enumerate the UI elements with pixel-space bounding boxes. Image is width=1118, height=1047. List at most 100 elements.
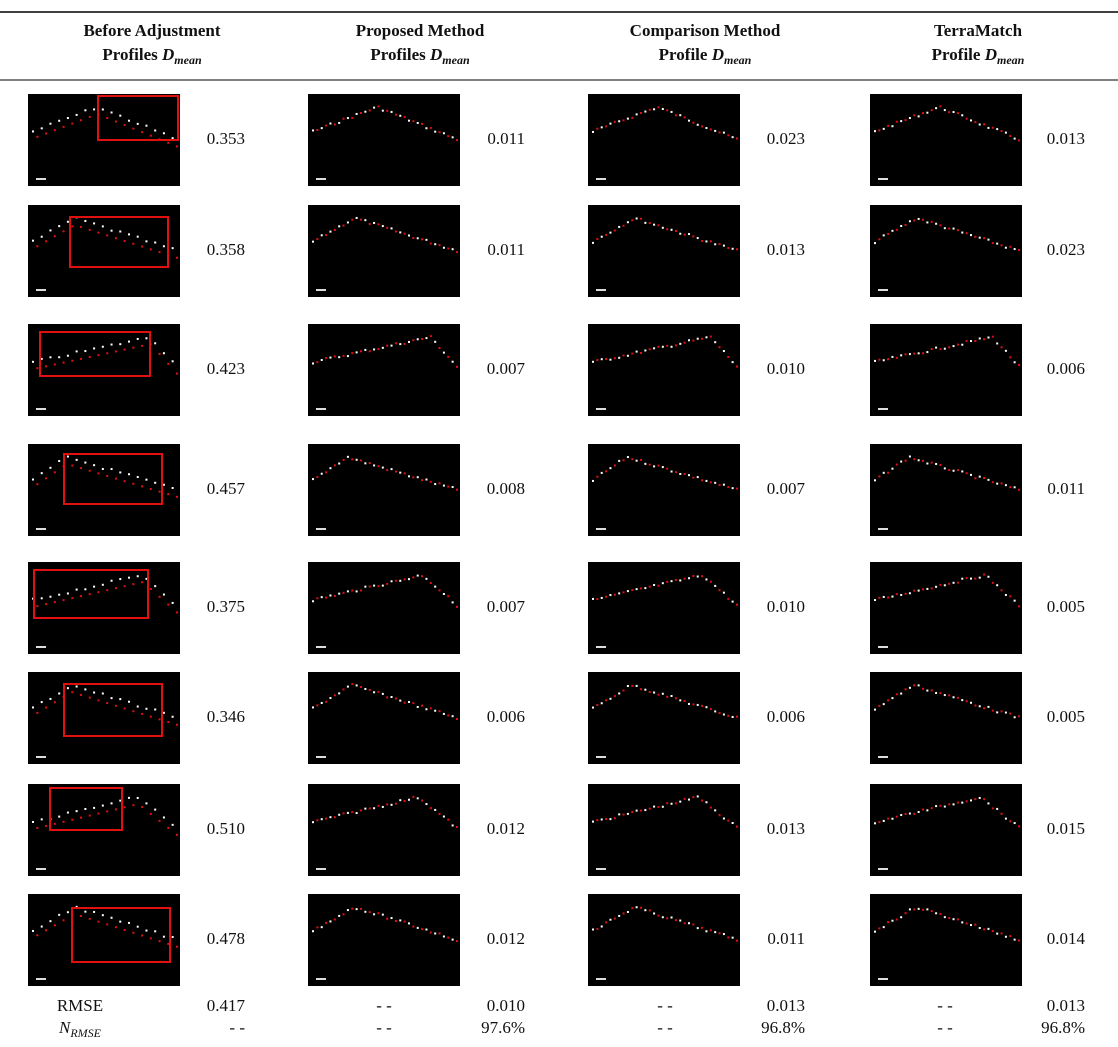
point — [425, 708, 427, 710]
point — [369, 350, 371, 352]
point — [957, 344, 959, 346]
profile-image — [588, 444, 740, 536]
point — [601, 472, 603, 474]
point — [163, 352, 165, 354]
point — [979, 797, 981, 799]
point — [662, 108, 664, 110]
point — [395, 342, 397, 344]
point — [395, 803, 397, 805]
point — [364, 586, 366, 588]
point — [1014, 716, 1016, 718]
point — [343, 592, 345, 594]
summary-cell: - - — [937, 996, 953, 1015]
point — [84, 688, 86, 690]
point — [636, 217, 638, 219]
point — [605, 358, 607, 360]
point — [106, 810, 108, 812]
point — [434, 131, 436, 133]
point — [439, 932, 441, 934]
point — [618, 357, 620, 359]
point — [360, 459, 362, 461]
point — [71, 123, 73, 125]
point — [719, 131, 721, 133]
point — [596, 756, 606, 758]
point — [36, 646, 46, 648]
point — [918, 352, 920, 354]
point — [93, 464, 95, 466]
point — [80, 694, 82, 696]
column-label: Profile Dmean — [932, 45, 1025, 67]
point — [957, 918, 959, 920]
profile-image — [588, 894, 740, 986]
point — [896, 229, 898, 231]
point — [666, 802, 668, 804]
point — [115, 121, 117, 123]
point — [93, 347, 95, 349]
point — [891, 125, 893, 127]
point — [662, 693, 664, 695]
point — [434, 341, 436, 343]
point — [417, 122, 419, 124]
point — [671, 471, 673, 473]
point — [636, 351, 638, 353]
point — [983, 477, 985, 479]
point — [909, 908, 911, 910]
point — [54, 235, 56, 237]
point — [334, 919, 336, 921]
point — [705, 578, 707, 580]
point — [996, 584, 998, 586]
point — [609, 594, 611, 596]
point — [601, 818, 603, 820]
point — [119, 115, 121, 117]
point — [421, 928, 423, 930]
point — [878, 705, 880, 707]
point — [163, 132, 165, 134]
point — [443, 593, 445, 595]
point — [931, 462, 933, 464]
point — [412, 120, 414, 122]
point — [697, 704, 699, 706]
point — [369, 223, 371, 225]
profile-image — [870, 784, 1022, 876]
point — [49, 229, 51, 231]
point — [970, 702, 972, 704]
point — [905, 813, 907, 815]
point — [953, 696, 955, 698]
point — [137, 706, 139, 708]
point — [623, 689, 625, 691]
point — [732, 716, 734, 718]
point — [316, 868, 326, 870]
point — [325, 471, 327, 473]
point — [373, 348, 375, 350]
image-background — [308, 324, 460, 416]
point — [360, 350, 362, 352]
point — [45, 929, 47, 931]
point — [723, 132, 725, 134]
point — [351, 683, 353, 685]
point — [399, 919, 401, 921]
point — [631, 685, 633, 687]
point — [54, 823, 56, 825]
point — [325, 125, 327, 127]
point — [631, 811, 633, 813]
point — [605, 818, 607, 820]
point — [614, 357, 616, 359]
point — [714, 243, 716, 245]
point — [391, 227, 393, 229]
point — [163, 936, 165, 938]
image-background — [588, 784, 740, 876]
point — [102, 692, 104, 694]
point — [316, 756, 326, 758]
point — [63, 599, 65, 601]
subscript: RMSE — [69, 1026, 101, 1040]
point — [443, 485, 445, 487]
point — [347, 909, 349, 911]
point — [124, 707, 126, 709]
point — [896, 816, 898, 818]
point — [325, 701, 327, 703]
point — [84, 911, 86, 913]
point — [67, 355, 69, 357]
value-cell: 0.010 — [767, 359, 805, 378]
point — [128, 120, 130, 122]
point — [618, 120, 620, 122]
